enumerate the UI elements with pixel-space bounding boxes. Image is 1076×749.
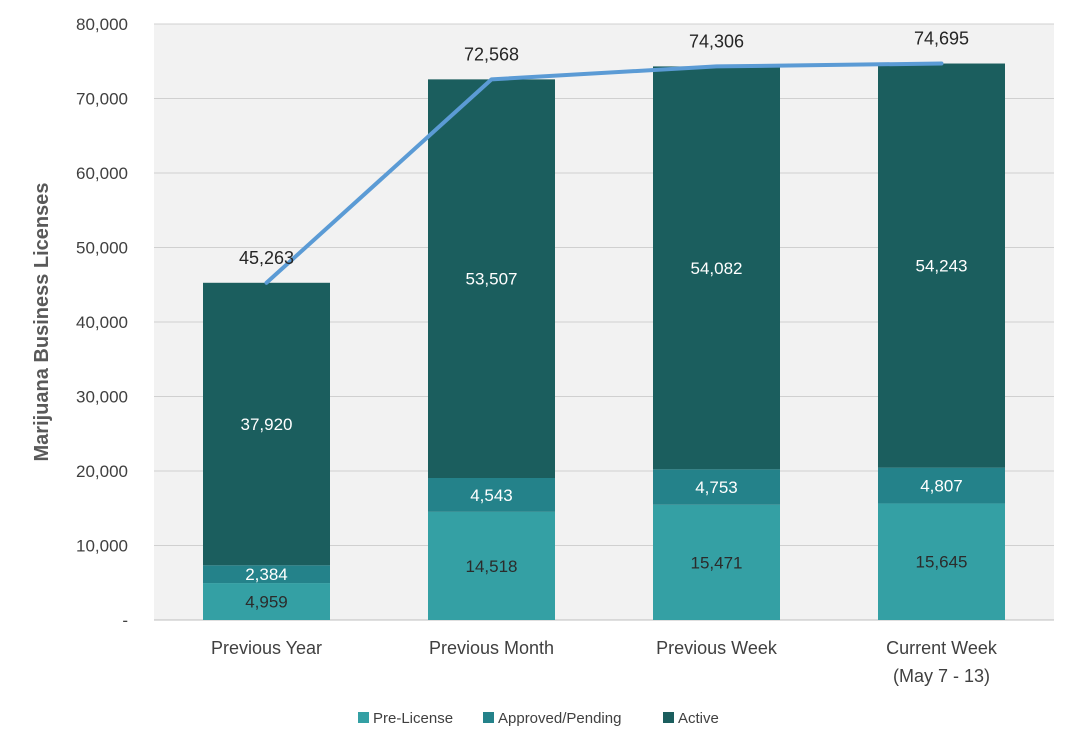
data-label: 54,082 [691, 259, 743, 278]
legend-swatch [483, 712, 494, 723]
y-tick-label: 60,000 [76, 164, 128, 183]
data-label: 54,243 [916, 257, 968, 276]
y-tick-label: 20,000 [76, 462, 128, 481]
legend-label: Approved/Pending [498, 710, 621, 727]
data-label: 4,807 [920, 477, 963, 496]
legend-label: Pre-License [373, 710, 453, 727]
y-tick-label: 50,000 [76, 239, 128, 258]
x-tick-sublabel: (May 7 - 13) [893, 666, 990, 686]
y-tick-label: 40,000 [76, 313, 128, 332]
total-label: 74,306 [689, 31, 744, 51]
legend-swatch [663, 712, 674, 723]
legend-label: Active [678, 710, 719, 727]
totals-line: 45,263 72,568 74,306 74,695 [239, 29, 969, 285]
data-label: 53,507 [466, 270, 518, 289]
legend-swatch [358, 712, 369, 723]
bar-segment [653, 504, 780, 620]
bar-segment [203, 583, 330, 620]
data-label: 14,518 [466, 557, 518, 576]
bar-segment [653, 469, 780, 505]
data-label: 4,543 [470, 486, 513, 505]
data-label: 15,645 [916, 553, 968, 572]
y-axis-title: Marijuana Business Licenses [31, 182, 53, 461]
total-label: 72,568 [464, 44, 519, 64]
bar-segment [428, 79, 555, 478]
total-label: 74,695 [914, 29, 969, 49]
y-tick-label: 10,000 [76, 537, 128, 556]
bar-segment [878, 63, 1005, 468]
x-tick-label: Current Week [886, 638, 998, 658]
x-tick-label: Previous Year [211, 638, 322, 658]
y-tick-label: 30,000 [76, 388, 128, 407]
bar-segment [203, 282, 330, 566]
y-axis: - 10,000 20,000 30,000 40,000 50,000 60,000 70,… [76, 15, 128, 630]
data-label: 15,471 [691, 553, 743, 572]
bar-segment [203, 565, 330, 584]
x-axis: Previous Year Previous Month Previous Week… [211, 638, 998, 686]
bar-segment [878, 467, 1005, 504]
data-label: 4,753 [695, 478, 738, 497]
data-label: 2,384 [245, 565, 288, 584]
bar-segment [428, 511, 555, 620]
bar-segment [428, 477, 555, 512]
y-tick-label: 70,000 [76, 90, 128, 109]
data-label: 37,920 [241, 415, 293, 434]
bars: 4,959 2,384 37,920 14,518 4,543 53,507 15,471 4… [203, 63, 1005, 620]
x-tick-label: Previous Month [429, 638, 554, 658]
bar-segment [878, 503, 1005, 620]
totals-line-path [264, 61, 944, 285]
legend: Pre-License Approved/Pending Active [358, 710, 719, 727]
x-tick-label: Previous Week [656, 638, 778, 658]
total-label: 45,263 [239, 248, 294, 268]
bar-segment [653, 66, 780, 470]
y-tick-label: - [122, 611, 128, 630]
y-tick-label: 80,000 [76, 15, 128, 34]
data-label: 4,959 [245, 593, 288, 612]
